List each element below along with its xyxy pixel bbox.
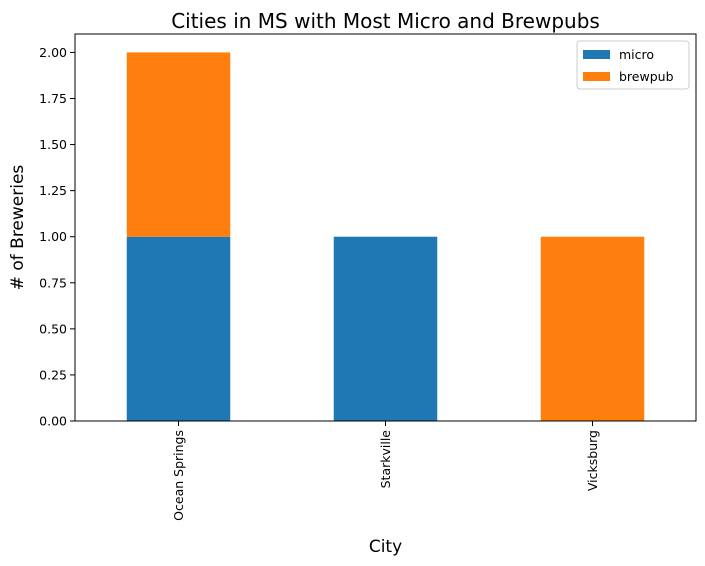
legend-label-micro: micro xyxy=(619,47,654,62)
chart-title: Cities in MS with Most Micro and Brewpub… xyxy=(171,9,600,33)
y-tick-label: 1.25 xyxy=(39,183,67,198)
x-tick-label: Starkville xyxy=(378,430,393,489)
y-axis-title: # of Breweries xyxy=(8,165,28,291)
legend-label-brewpub: brewpub xyxy=(619,69,674,84)
x-axis-title: City xyxy=(369,537,402,557)
plot-frame xyxy=(74,33,697,422)
y-tick-label: 1.50 xyxy=(39,137,67,152)
legend: micro brewpub xyxy=(576,40,690,90)
legend-swatch-micro xyxy=(583,50,610,59)
y-tick-label: 0.75 xyxy=(39,275,67,290)
y-tick-label: 0.25 xyxy=(39,367,67,382)
bar-micro-starkville xyxy=(333,236,438,421)
bar-micro-ocean-springs xyxy=(126,236,231,421)
bars-layer xyxy=(126,52,645,421)
x-tick-label: Ocean Springs xyxy=(171,430,186,521)
y-tick-label: 0.00 xyxy=(39,414,67,429)
legend-swatch-brewpub xyxy=(583,72,610,81)
y-axis: 0.00 0.25 0.50 0.75 1.00 1.25 1.50 1.75 2.00 xyxy=(39,45,75,429)
x-tick-label: Vicksburg xyxy=(585,430,600,491)
y-tick-label: 1.00 xyxy=(39,229,67,244)
bar-brewpub-ocean-springs xyxy=(126,52,231,237)
y-tick-label: 2.00 xyxy=(39,45,67,60)
y-tick-label: 1.75 xyxy=(39,91,67,106)
x-axis: Ocean Springs Starkville Vicksburg xyxy=(171,421,600,521)
bar-brewpub-vicksburg xyxy=(540,236,645,421)
y-tick-label: 0.50 xyxy=(39,321,67,336)
